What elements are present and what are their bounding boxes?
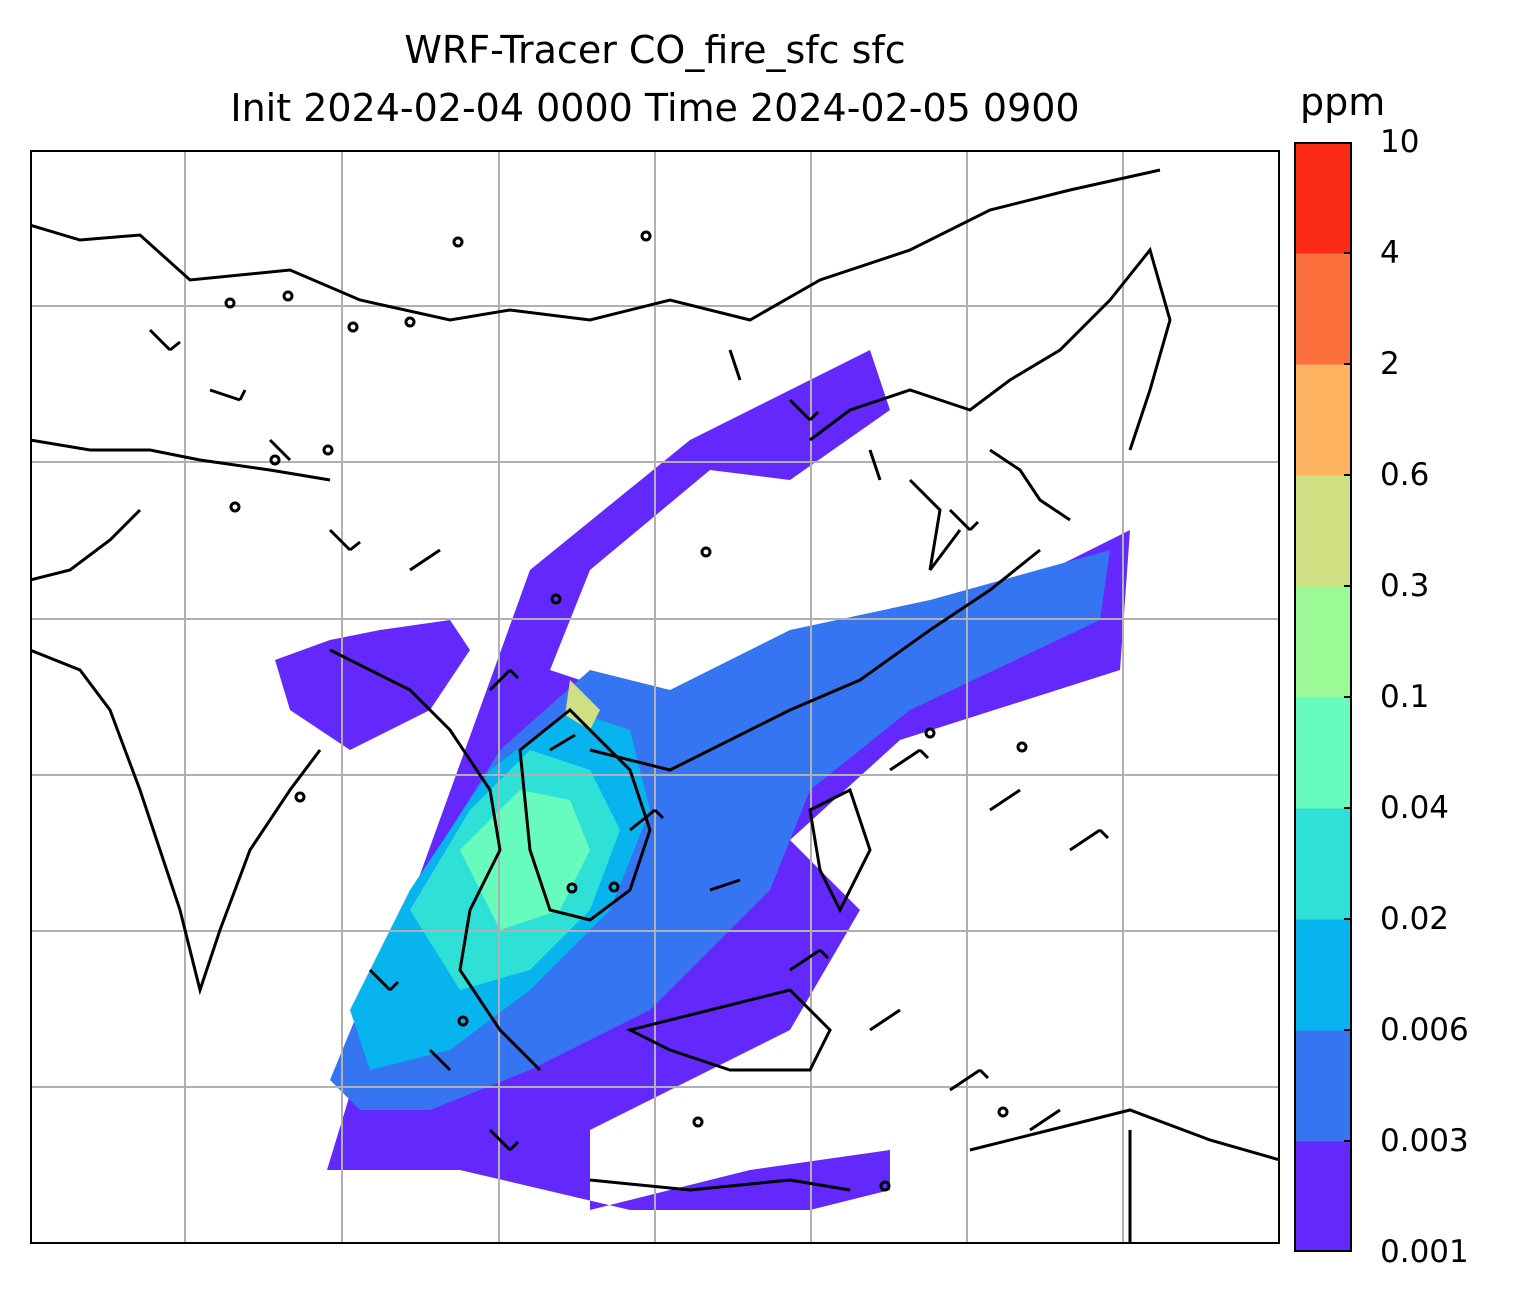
wind-barbs: [148, 328, 1110, 1152]
coastlines: [30, 168, 1280, 1244]
calm-wind-markers: [224, 230, 1028, 1192]
map-title-line2: Init 2024-02-04 0000 Time 2024-02-05 090…: [230, 86, 1080, 130]
colorbar-tick-label: 0.6: [1380, 457, 1430, 493]
colorbar-band-2: [1294, 919, 1352, 1031]
colorbar-tick-label: 4: [1380, 235, 1400, 271]
colorbar-tick-label: 2: [1380, 346, 1400, 382]
colorbar-bands: [1294, 142, 1352, 1252]
plume-green: [460, 790, 590, 930]
map-title-line1: WRF-Tracer CO_fire_sfc sfc: [404, 28, 906, 72]
colorbar-unit-label: ppm: [1300, 80, 1386, 124]
colorbar-band-3: [1294, 808, 1352, 920]
colorbar-tick-label: 0.006: [1380, 1012, 1469, 1048]
colorbar-tick-label: 0.3: [1380, 568, 1430, 604]
colorbar-band-7: [1294, 364, 1352, 476]
colorbar-tick-label: 0.04: [1380, 790, 1450, 826]
colorbar-band-5: [1294, 586, 1352, 698]
map-panel: [30, 150, 1280, 1244]
colorbar-ticks: [1344, 142, 1352, 1252]
colorbar-band-8: [1294, 253, 1352, 365]
colorbar-band-9: [1294, 142, 1352, 254]
plume-yellow-green: [565, 680, 600, 730]
colorbar: [1294, 142, 1352, 1252]
colorbar-band-0: [1294, 1141, 1352, 1252]
colorbar-band-4: [1294, 697, 1352, 809]
colorbar-band-6: [1294, 475, 1352, 587]
colorbar-tick-label: 10: [1380, 124, 1420, 160]
colorbar-band-1: [1294, 1030, 1352, 1142]
colorbar-tick-label: 0.001: [1380, 1234, 1469, 1270]
colorbar-tick-label: 0.02: [1380, 901, 1450, 937]
map-gridlines: [30, 150, 1280, 1244]
colorbar-tick-label: 0.003: [1380, 1123, 1469, 1159]
co-shading: [275, 350, 1130, 1210]
plume-violet-north: [275, 620, 470, 750]
map-border: [30, 150, 1280, 1244]
colorbar-tick-label: 0.1: [1380, 679, 1430, 715]
